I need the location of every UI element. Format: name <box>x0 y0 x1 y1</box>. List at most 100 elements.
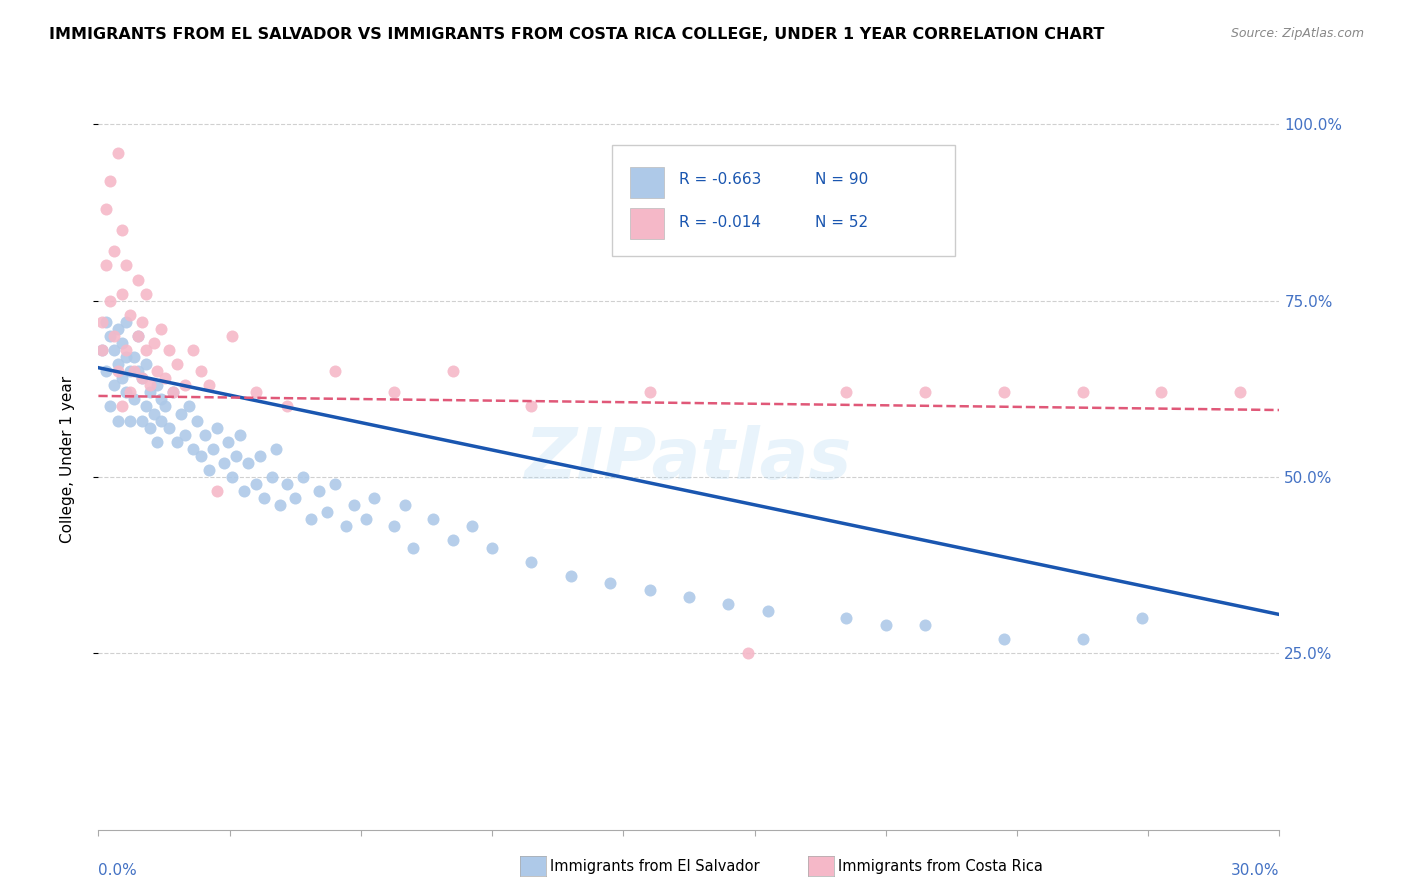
Point <box>98 174 121 188</box>
Point <box>221 470 243 484</box>
Point <box>197 378 219 392</box>
Point <box>394 498 416 512</box>
Point <box>146 378 169 392</box>
Point <box>264 442 287 456</box>
FancyBboxPatch shape <box>612 145 955 256</box>
Point <box>1150 385 1173 400</box>
Point <box>91 343 114 357</box>
Point <box>131 315 153 329</box>
Point <box>214 456 236 470</box>
Point <box>993 632 1015 647</box>
Point <box>560 568 582 582</box>
Point <box>115 350 138 364</box>
Point <box>201 442 224 456</box>
Point <box>299 512 322 526</box>
Text: R = -0.663: R = -0.663 <box>679 172 762 187</box>
Point <box>162 385 184 400</box>
Point <box>245 477 267 491</box>
Point <box>225 449 247 463</box>
Point <box>111 223 134 237</box>
Point <box>737 646 759 660</box>
Point <box>233 484 256 499</box>
Point <box>186 414 208 428</box>
Point <box>181 442 204 456</box>
Point <box>96 315 118 329</box>
Point <box>269 498 291 512</box>
Text: 30.0%: 30.0% <box>1232 863 1279 878</box>
Point <box>103 343 125 357</box>
Point <box>131 371 153 385</box>
Point <box>118 308 141 322</box>
Point <box>91 315 114 329</box>
Point <box>1071 385 1094 400</box>
Point <box>993 385 1015 400</box>
Point <box>138 385 160 400</box>
Point <box>284 491 307 505</box>
Point <box>323 364 346 378</box>
Point <box>335 519 357 533</box>
Point <box>96 364 118 378</box>
Text: N = 90: N = 90 <box>815 172 869 187</box>
Point <box>190 364 212 378</box>
Point <box>343 498 366 512</box>
Point <box>107 145 129 160</box>
Text: Immigrants from Costa Rica: Immigrants from Costa Rica <box>838 859 1043 873</box>
Point <box>678 590 700 604</box>
Text: IMMIGRANTS FROM EL SALVADOR VS IMMIGRANTS FROM COSTA RICA COLLEGE, UNDER 1 YEAR : IMMIGRANTS FROM EL SALVADOR VS IMMIGRANT… <box>49 27 1105 42</box>
Point <box>115 315 138 329</box>
Point <box>111 371 134 385</box>
Point <box>166 357 188 371</box>
Point <box>157 343 180 357</box>
Point <box>249 449 271 463</box>
Point <box>292 470 315 484</box>
Point <box>205 484 228 499</box>
Point <box>422 512 444 526</box>
Point <box>402 541 425 555</box>
Point <box>122 350 145 364</box>
Point <box>166 434 188 449</box>
Point <box>146 434 169 449</box>
Point <box>441 364 464 378</box>
Point <box>382 519 405 533</box>
Point <box>103 378 125 392</box>
Point <box>835 385 858 400</box>
Point <box>756 604 779 618</box>
Point <box>111 286 134 301</box>
Point <box>1071 632 1094 647</box>
Point <box>308 484 330 499</box>
Point <box>118 385 141 400</box>
Point <box>260 470 283 484</box>
Point <box>170 407 193 421</box>
Point <box>122 364 145 378</box>
Point <box>229 427 252 442</box>
Point <box>236 456 259 470</box>
Point <box>245 385 267 400</box>
Point <box>107 322 129 336</box>
Point <box>174 378 197 392</box>
Point <box>155 400 177 414</box>
Point <box>107 364 129 378</box>
Point <box>122 392 145 407</box>
Point <box>115 385 138 400</box>
Point <box>197 463 219 477</box>
Point <box>98 329 121 343</box>
Point <box>111 336 134 351</box>
Point <box>127 272 149 286</box>
Point <box>382 385 405 400</box>
Point <box>1229 385 1251 400</box>
Point <box>276 477 298 491</box>
Text: ZIPatlas: ZIPatlas <box>526 425 852 494</box>
Point <box>1130 611 1153 625</box>
Point <box>638 385 661 400</box>
Text: Source: ZipAtlas.com: Source: ZipAtlas.com <box>1230 27 1364 40</box>
Point <box>150 322 173 336</box>
Text: N = 52: N = 52 <box>815 215 869 230</box>
Point <box>194 427 217 442</box>
Point <box>96 202 118 216</box>
Point <box>835 611 858 625</box>
Point <box>135 400 157 414</box>
Point <box>520 555 543 569</box>
Point <box>276 400 298 414</box>
Point <box>217 434 239 449</box>
Point <box>520 400 543 414</box>
